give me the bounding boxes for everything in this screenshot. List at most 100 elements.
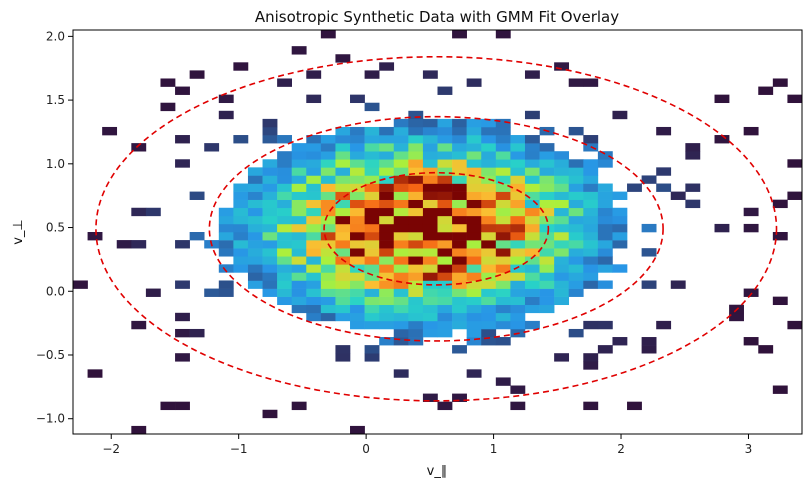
- heatmap-cell: [539, 223, 555, 233]
- heatmap-cell: [408, 248, 424, 257]
- gmm-contour-1: [323, 171, 550, 286]
- heatmap-cell: [568, 191, 584, 200]
- heatmap-cell: [568, 256, 584, 265]
- heatmap-cell: [422, 288, 438, 297]
- heatmap-cell: [466, 312, 482, 322]
- heatmap-cell: [408, 207, 424, 217]
- heatmap-cell: [422, 167, 438, 176]
- heatmap-cell: [495, 199, 511, 209]
- heatmap-cell: [291, 256, 307, 265]
- heatmap-cell: [262, 167, 278, 176]
- heatmap-cell: [554, 159, 570, 168]
- heatmap-cell: [524, 175, 540, 184]
- heatmap-cell: [627, 183, 642, 192]
- heatmap-cell: [597, 199, 613, 209]
- heatmap-cell: [291, 215, 307, 225]
- heatmap-cell: [466, 280, 482, 289]
- heatmap-cell: [554, 248, 570, 257]
- heatmap-cell: [510, 215, 526, 225]
- heatmap-cell: [422, 264, 438, 273]
- heatmap-cell: [204, 143, 220, 152]
- heatmap-cell: [495, 183, 511, 192]
- heatmap-cell: [495, 215, 511, 225]
- heatmap-cell: [364, 70, 380, 79]
- heatmap-cell: [393, 337, 409, 346]
- y-tick-label: 2.0: [46, 29, 65, 43]
- heatmap-cell: [524, 207, 540, 217]
- heatmap-cell: [510, 135, 526, 144]
- heatmap-cell: [466, 215, 482, 225]
- heatmap-cell: [175, 135, 190, 144]
- heatmap-cell: [437, 143, 453, 152]
- heatmap-cell: [350, 312, 365, 322]
- heatmap-cell: [685, 199, 701, 209]
- heatmap-cell: [379, 135, 395, 144]
- heatmap-cell: [131, 320, 147, 330]
- heatmap-cell: [364, 175, 380, 184]
- heatmap-cell: [554, 199, 570, 209]
- heatmap-cell: [510, 183, 526, 192]
- heatmap-cell: [670, 280, 686, 289]
- heatmap-cell: [597, 159, 613, 168]
- heatmap-cell: [233, 62, 249, 71]
- heatmap-cell: [247, 272, 263, 281]
- heatmap-cell: [247, 280, 263, 289]
- heatmap-cell: [364, 191, 380, 200]
- heatmap-cell: [379, 143, 395, 152]
- heatmap-cell: [597, 232, 613, 241]
- y-tick-label: 1.5: [46, 93, 65, 107]
- heatmap-cell: [772, 78, 788, 87]
- heatmap-cell: [452, 159, 467, 168]
- heatmap-cell: [306, 159, 322, 168]
- heatmap-cell: [495, 151, 511, 160]
- heatmap-cell: [320, 215, 336, 225]
- heatmap-cell: [466, 369, 482, 378]
- heatmap-cell: [539, 256, 555, 265]
- heatmap-cell: [641, 337, 657, 346]
- heatmap-cell: [612, 240, 628, 249]
- heatmap-cell: [422, 207, 438, 217]
- heatmap-cell: [568, 175, 584, 184]
- heatmap-cell: [554, 183, 570, 192]
- heatmap-cell: [685, 143, 701, 152]
- heatmap-cell: [495, 240, 511, 249]
- heatmap-cell: [131, 240, 147, 249]
- heatmap-cell: [350, 126, 365, 136]
- heatmap-cell: [175, 401, 190, 411]
- heatmap-cell: [379, 304, 395, 314]
- heatmap-cell: [510, 272, 526, 281]
- heatmap-cell: [233, 223, 249, 233]
- heatmap-cell: [277, 288, 292, 297]
- heatmap-cell: [466, 248, 482, 257]
- heatmap-cell: [510, 167, 526, 176]
- heatmap-cell: [583, 191, 599, 200]
- heatmap-cell: [437, 320, 453, 330]
- heatmap-cell: [379, 159, 395, 168]
- heatmap-cell: [320, 30, 336, 39]
- heatmap-cell: [306, 167, 322, 176]
- heatmap-cell: [422, 240, 438, 249]
- heatmap-cell: [495, 337, 511, 346]
- plot-frame: [72, 29, 803, 435]
- heatmap-cell: [772, 385, 788, 394]
- heatmap-cell: [554, 256, 570, 265]
- heatmap-cell: [160, 78, 176, 87]
- heatmap-cell: [350, 159, 365, 168]
- x-axis: −2 −1 0 1 2 3: [102, 434, 752, 456]
- heatmap-cell: [510, 240, 526, 249]
- heatmap-cell: [350, 240, 365, 249]
- heatmap-cell: [422, 312, 438, 322]
- heatmap-cell: [568, 328, 584, 338]
- heatmap-cell: [437, 272, 453, 281]
- heatmap-cell: [743, 223, 759, 233]
- heatmap-cell: [291, 288, 307, 297]
- heatmap-cell: [306, 183, 322, 192]
- heatmap-cell: [641, 248, 657, 257]
- heatmap-cell: [452, 199, 467, 209]
- heatmap-cell: [379, 256, 395, 265]
- heatmap-cell: [510, 175, 526, 184]
- heatmap-cell: [320, 135, 336, 144]
- heatmap-cell: [408, 143, 424, 152]
- heatmap-cell: [510, 191, 526, 200]
- heatmap-cell: [291, 240, 307, 249]
